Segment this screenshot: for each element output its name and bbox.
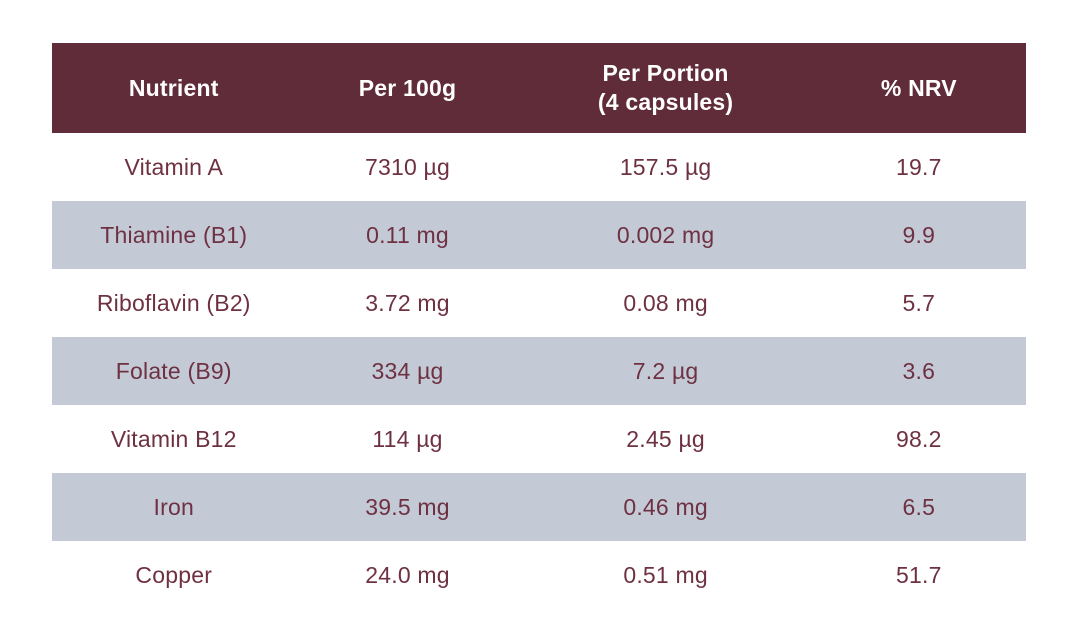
table-body: Vitamin A 7310 µg 157.5 µg 19.7 Thiamine… <box>52 133 1026 609</box>
table-header-row: Nutrient Per 100g Per Portion (4 capsule… <box>52 43 1026 133</box>
cell-per-100g: 334 µg <box>371 357 444 384</box>
cell-per-portion: 7.2 µg <box>632 357 699 384</box>
column-header-nutrient: Nutrient <box>128 74 219 101</box>
table-row: Copper 24.0 mg 0.51 mg 51.7 <box>52 541 1026 609</box>
cell-per-100g: 3.72 mg <box>365 289 450 316</box>
cell-nutrient: Folate (B9) <box>115 357 232 384</box>
cell-nutrient: Thiamine (B1) <box>100 221 248 248</box>
cell-per-100g: 24.0 mg <box>365 561 450 588</box>
table-row: Iron 39.5 mg 0.46 mg 6.5 <box>52 473 1026 541</box>
cell-per-portion: 0.002 mg <box>616 221 715 248</box>
table-row: Folate (B9) 334 µg 7.2 µg 3.6 <box>52 337 1026 405</box>
cell-nrv: 98.2 <box>896 425 942 452</box>
cell-nutrient: Vitamin A <box>124 153 224 180</box>
table-row: Vitamin A 7310 µg 157.5 µg 19.7 <box>52 133 1026 201</box>
table-row: Riboflavin (B2) 3.72 mg 0.08 mg 5.7 <box>52 269 1026 337</box>
cell-per-portion: 0.46 mg <box>623 493 708 520</box>
cell-per-portion: 2.45 µg <box>626 425 705 452</box>
cell-nutrient: Vitamin B12 <box>110 425 237 452</box>
cell-nrv: 5.7 <box>902 289 936 316</box>
cell-nrv: 51.7 <box>896 561 942 588</box>
cell-nutrient: Copper <box>135 561 213 588</box>
cell-per-100g: 0.11 mg <box>366 221 449 248</box>
table-row: Thiamine (B1) 0.11 mg 0.002 mg 9.9 <box>52 201 1026 269</box>
cell-per-portion: 157.5 µg <box>619 153 712 180</box>
cell-per-100g: 7310 µg <box>365 153 450 180</box>
cell-nrv: 6.5 <box>902 493 936 520</box>
cell-nrv: 3.6 <box>902 357 936 384</box>
cell-per-portion: 0.51 mg <box>623 561 708 588</box>
cell-per-100g: 114 µg <box>372 425 443 452</box>
column-header-nrv: % NRV <box>880 74 957 101</box>
column-header-per-100g: Per 100g <box>358 74 457 101</box>
cell-per-portion: 0.08 mg <box>623 289 708 316</box>
column-header-per-portion: Per Portion (4 capsules) <box>597 60 734 115</box>
cell-nutrient: Iron <box>153 493 194 520</box>
cell-per-100g: 39.5 mg <box>365 493 450 520</box>
table-row: Vitamin B12 114 µg 2.45 µg 98.2 <box>52 405 1026 473</box>
cell-nrv: 19.7 <box>896 153 942 180</box>
cell-nutrient: Riboflavin (B2) <box>96 289 251 316</box>
nutrition-table: Nutrient Per 100g Per Portion (4 capsule… <box>52 43 1026 609</box>
cell-nrv: 9.9 <box>902 221 936 248</box>
